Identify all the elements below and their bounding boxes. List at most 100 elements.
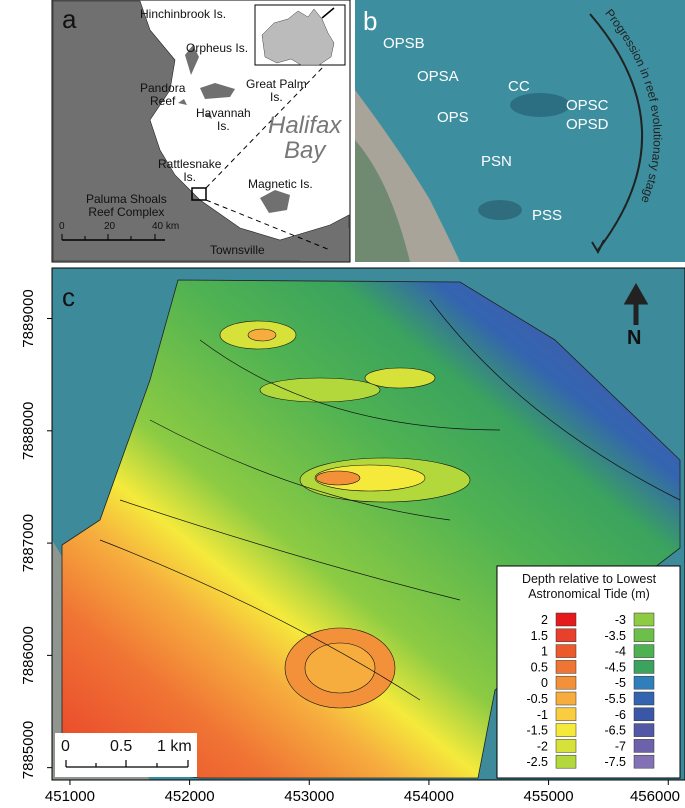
place-label: Orpheus Is. xyxy=(186,41,249,55)
legend-label: -1 xyxy=(537,708,548,722)
panel-label: a xyxy=(62,4,77,34)
legend-label: -6.5 xyxy=(604,724,626,738)
legend-swatch xyxy=(555,707,577,722)
legend-swatch xyxy=(633,739,655,753)
place-label: Great Palm Is. xyxy=(246,77,307,104)
scale-box xyxy=(55,733,197,777)
legend-swatch xyxy=(633,707,655,722)
y-tick-label: 7888000 xyxy=(20,402,37,460)
legend-label: -4 xyxy=(615,645,626,659)
inset-arrow xyxy=(321,7,335,19)
legend-swatch xyxy=(555,644,577,658)
legend-swatch xyxy=(555,628,577,643)
reef-c xyxy=(259,377,381,403)
panel-label: c xyxy=(62,282,75,312)
land-b xyxy=(355,140,410,262)
reef-c xyxy=(315,470,361,486)
legend-swatch xyxy=(555,660,577,674)
panel-c-frame xyxy=(51,267,685,781)
legend-swatch xyxy=(633,691,655,706)
legend-swatch xyxy=(633,612,655,627)
reef-label: OPSC xyxy=(566,97,609,114)
study-box xyxy=(191,187,207,201)
reef-label: PSN xyxy=(481,153,512,170)
reef-label: OPSB xyxy=(383,35,425,52)
scale-label: 1 km xyxy=(157,738,192,755)
legend-label: 1 xyxy=(541,645,548,659)
island xyxy=(178,45,290,213)
legend-swatch xyxy=(633,660,655,674)
x-tick-label: 456000 xyxy=(630,788,680,805)
reef-label: CC xyxy=(508,78,530,95)
legend-label: -1.5 xyxy=(526,724,548,738)
legend-label: -7.5 xyxy=(604,755,626,769)
legend-label: 0.5 xyxy=(531,660,548,674)
north-arrow xyxy=(623,282,649,325)
legend-swatch xyxy=(555,675,577,690)
reef-b xyxy=(478,200,522,220)
reef-b xyxy=(510,93,570,117)
legend-swatch xyxy=(555,691,577,706)
legend-swatch xyxy=(555,739,577,753)
place-label: Townsville xyxy=(210,243,265,257)
scale-label: 0.5 xyxy=(110,738,133,755)
australia xyxy=(261,8,335,66)
legend-swatch xyxy=(633,754,655,769)
y-tick-label: 7887000 xyxy=(20,514,37,572)
scale-label: 0 xyxy=(59,221,65,232)
legend-label: -2 xyxy=(537,739,548,753)
scale-label: 40 km xyxy=(152,221,180,232)
arrow-head xyxy=(591,239,605,255)
y-tick-label: 7885000 xyxy=(20,721,37,779)
callout-line xyxy=(205,64,331,251)
scale-label: 20 xyxy=(104,221,116,232)
x-tick-label: 453000 xyxy=(284,788,334,805)
legend-label: 1.5 xyxy=(531,629,548,643)
reef-c xyxy=(364,367,436,389)
legend-swatch xyxy=(633,675,655,690)
x-tick-label: 452000 xyxy=(165,788,215,805)
legend-swatch xyxy=(555,612,577,627)
progression-arrow xyxy=(589,13,644,251)
legend-label: -7 xyxy=(615,739,626,753)
legend-label: 0 xyxy=(541,676,548,690)
x-tick-label: 455000 xyxy=(524,788,574,805)
legend-label: 2 xyxy=(541,613,548,627)
north-label: N xyxy=(627,327,642,349)
legend-label: -4.5 xyxy=(604,660,626,674)
x-tick-label: 454000 xyxy=(404,788,454,805)
legend-label: -6 xyxy=(615,708,626,722)
reef-c xyxy=(247,328,277,342)
scale-label: 0 xyxy=(61,738,70,755)
coastline xyxy=(300,225,349,261)
legend-label: -5.5 xyxy=(604,692,626,706)
scale-bar xyxy=(65,760,189,768)
legend-title: Depth relative to Lowest Astronomical Ti… xyxy=(521,572,657,601)
contour xyxy=(99,299,681,701)
legend-swatch xyxy=(633,644,655,658)
legend-label: -3 xyxy=(615,613,626,627)
place-label: Pandora Reef xyxy=(140,81,186,108)
legend-swatch xyxy=(633,723,655,737)
place-label: Hinchinbrook Is. xyxy=(140,7,227,21)
legend-label: -5 xyxy=(615,676,626,690)
legend-swatch xyxy=(633,628,655,643)
place-label: Magnetic Is. xyxy=(248,177,313,191)
reef-c xyxy=(304,642,376,694)
legend-swatch xyxy=(555,723,577,737)
place-label: Paluma Shoals Reef Complex xyxy=(86,192,167,219)
reef-label: OPSD xyxy=(566,116,609,133)
legend-label: -2.5 xyxy=(526,755,548,769)
y-tick-label: 7889000 xyxy=(20,289,37,347)
x-tick-label: 451000 xyxy=(45,788,95,805)
place-label: Havannah Is. xyxy=(196,106,251,133)
reef-label: PSS xyxy=(532,207,563,224)
scale-tick xyxy=(61,234,156,240)
legend-label: -0.5 xyxy=(526,692,548,706)
place-label: Halifax Bay xyxy=(268,112,342,164)
place-label: Rattlesnake Is. xyxy=(158,157,222,184)
legend-swatch xyxy=(555,754,577,769)
reef-label: OPS xyxy=(437,109,469,126)
